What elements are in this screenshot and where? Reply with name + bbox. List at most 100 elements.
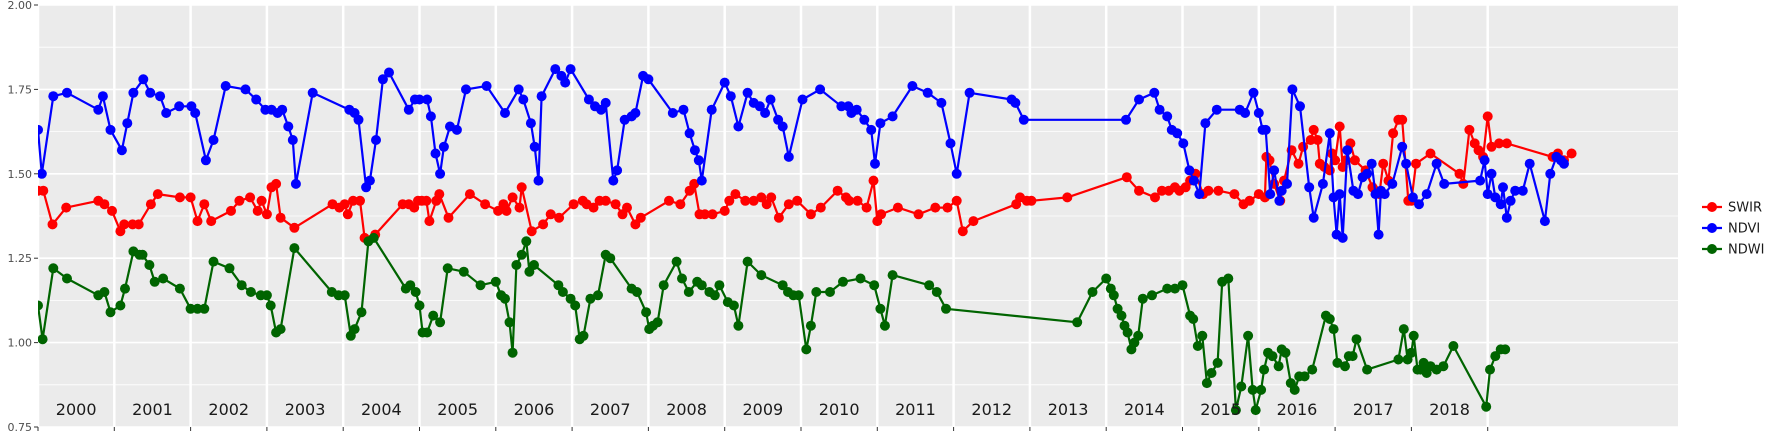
ndvi-point [1200, 118, 1211, 129]
series-layer [38, 64, 1577, 416]
ndwi-point [1212, 357, 1223, 368]
ndvi-point [403, 104, 414, 115]
ndvi-point [1134, 94, 1144, 105]
swir-point [206, 216, 217, 227]
year-label-2003: 2003 [285, 400, 326, 419]
swir-point [568, 199, 579, 210]
ndwi-point [924, 280, 935, 291]
ndvi-point [600, 97, 611, 108]
ndwi-point [869, 280, 880, 291]
ndvi-point [240, 84, 251, 95]
ndvi-point [742, 87, 753, 98]
year-label-2014: 2014 [1124, 400, 1165, 419]
ndwi-point [652, 317, 663, 328]
ndvi-point [220, 81, 231, 91]
ndvi-point [922, 87, 933, 98]
ndvi-point [105, 124, 116, 135]
ndwi-point [805, 320, 816, 331]
ndvi-point [1479, 155, 1490, 166]
year-label-2017: 2017 [1353, 400, 1394, 419]
ndwi-point [1206, 368, 1217, 378]
swir-point [289, 222, 300, 233]
ndwi-point [120, 283, 130, 294]
ndvi-point [116, 145, 127, 156]
swir-point [493, 205, 504, 216]
swir-point [707, 209, 718, 220]
ndwi-point [825, 287, 835, 297]
swir-point [730, 189, 741, 200]
ndvi-point [1178, 138, 1189, 149]
ndwi-point [855, 273, 866, 284]
swir-point [421, 195, 432, 206]
ndwi-point [105, 307, 116, 318]
ndvi-point [725, 91, 736, 102]
swir-point [47, 219, 58, 230]
ndvi-point [536, 91, 547, 102]
ndvi-point [1287, 84, 1298, 95]
swir-point [119, 219, 130, 230]
ndwi-point [1347, 351, 1358, 362]
swir-point [675, 199, 686, 210]
ndwi-point [641, 307, 652, 318]
ndwi-point [144, 260, 155, 270]
ndwi-point [265, 300, 276, 311]
ndwi-point [521, 236, 532, 247]
ndwi-point [1116, 310, 1127, 321]
swir-point [174, 192, 185, 203]
ndvi-point [481, 81, 492, 91]
ndvi-point [430, 148, 441, 159]
ndwi-point [714, 280, 725, 291]
ndwi-point [1408, 330, 1419, 341]
ndvi-point [760, 108, 771, 118]
swir-point [514, 202, 525, 213]
ndwi-point [742, 256, 753, 267]
ndwi-point [838, 276, 848, 287]
ndvi-point [797, 94, 808, 105]
ndwi-point [1328, 324, 1339, 335]
swir-point [245, 192, 256, 203]
ndvi-point [1265, 189, 1276, 200]
swir-point [554, 212, 565, 223]
ndwi-point [236, 280, 247, 291]
series-ndvi [38, 64, 1569, 243]
ndvi-point [422, 94, 433, 105]
swir-point [1026, 195, 1037, 206]
ndwi-point [422, 327, 433, 338]
ndwi-point [733, 320, 744, 331]
year-label-2009: 2009 [742, 400, 783, 419]
ndvi-point [1121, 114, 1131, 125]
ndvi-point [1486, 168, 1497, 179]
year-label-2004: 2004 [361, 400, 402, 419]
ndwi-point [1299, 371, 1310, 382]
ndwi-point [38, 334, 48, 345]
swir-point [1213, 185, 1224, 196]
swir-point [145, 199, 156, 210]
ndwi-point [709, 290, 720, 301]
ndwi-point [368, 232, 379, 243]
ndvi-point [560, 77, 571, 88]
year-label-2018: 2018 [1429, 400, 1470, 419]
ndvi-point [1407, 192, 1418, 203]
swir-point [1308, 124, 1319, 135]
ndwi-point [507, 347, 518, 358]
swir-point [275, 212, 286, 223]
ndvi-point [518, 94, 529, 105]
ndwi-point [275, 324, 286, 335]
y-tick-label: 2.00 [8, 0, 33, 12]
ndwi-point [149, 276, 160, 287]
ndwi-point [245, 287, 256, 297]
ndvi-point [461, 84, 471, 95]
ndwi-point [931, 287, 942, 297]
ndvi-point [1194, 189, 1205, 200]
ndvi-point [451, 124, 462, 135]
ndwi-point [1192, 341, 1203, 351]
ndwi-point [1289, 384, 1300, 395]
y-tick-label: 0.75 [8, 421, 33, 434]
ndwi-point [442, 263, 453, 274]
ndvi-point [1317, 178, 1328, 189]
legend-label-ndwi: NDWI [1728, 243, 1764, 258]
swir-point [271, 178, 282, 189]
ndvi-point [1362, 168, 1373, 179]
ndvi-point [414, 94, 425, 105]
